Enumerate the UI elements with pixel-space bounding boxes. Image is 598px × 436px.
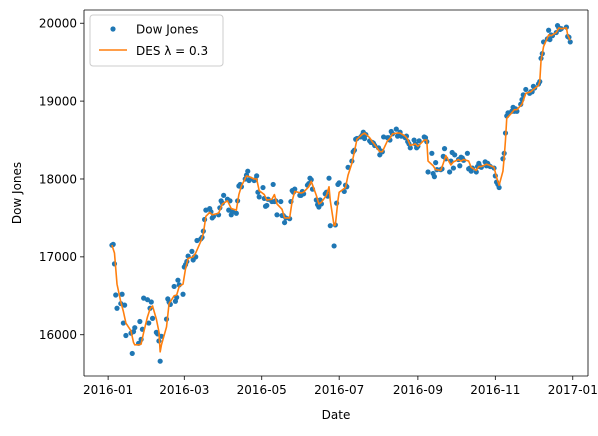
data-point	[546, 27, 552, 33]
legend-label-dow-jones: Dow Jones	[136, 23, 198, 37]
data-point	[221, 192, 227, 198]
x-tick-label: 2016-11	[470, 383, 520, 397]
data-point	[233, 210, 239, 216]
data-point	[473, 169, 479, 175]
data-point	[132, 325, 138, 331]
data-point	[264, 202, 270, 209]
data-point	[452, 152, 458, 158]
data-point	[119, 291, 125, 297]
data-point	[148, 299, 154, 305]
y-tick-label: 20000	[39, 17, 77, 31]
legend: Dow Jones DES λ = 0.3	[89, 14, 224, 67]
data-point	[407, 145, 413, 151]
data-point	[122, 302, 128, 308]
y-axis-label: Dow Jones	[10, 162, 24, 224]
legend-box	[89, 14, 224, 67]
data-point	[464, 150, 470, 156]
data-point	[523, 86, 529, 93]
data-point	[146, 320, 152, 326]
x-tick-label: 2016-09	[393, 383, 443, 397]
data-point	[327, 223, 333, 229]
data-point	[180, 291, 186, 297]
data-point	[393, 126, 399, 132]
data-point	[547, 36, 553, 43]
y-tick-label: 18000	[39, 172, 77, 186]
data-point	[567, 39, 573, 45]
data-point	[245, 168, 251, 174]
data-point	[336, 180, 342, 186]
x-tick-label: 2017-01	[548, 383, 598, 397]
data-point	[144, 297, 151, 303]
data-point	[441, 146, 448, 152]
data-point	[416, 138, 422, 144]
data-point	[114, 305, 120, 311]
y-tick-label: 17000	[39, 250, 77, 264]
data-point	[254, 173, 260, 179]
data-point	[137, 318, 143, 325]
data-point	[450, 165, 457, 171]
data-point	[431, 174, 437, 180]
data-point	[429, 150, 435, 156]
data-point	[278, 198, 284, 205]
data-point	[120, 320, 126, 326]
y-axis-ticks: 16000 17000 18000 19000 20000	[39, 17, 84, 342]
data-point	[496, 184, 502, 191]
data-point	[308, 177, 314, 183]
data-point	[331, 243, 337, 249]
y-tick-label: 19000	[39, 94, 77, 108]
data-point	[256, 194, 262, 200]
data-point	[189, 248, 195, 254]
x-tick-label: 2016-05	[237, 383, 287, 397]
series-layer	[109, 22, 573, 364]
y-tick-label: 16000	[39, 328, 77, 342]
data-point	[149, 315, 156, 321]
data-point	[175, 277, 181, 283]
x-axis-ticks: 2016-01 2016-03 2016-05 2016-07 2016-09 2016-…	[83, 376, 598, 397]
legend-marker-dow-jones	[110, 26, 116, 32]
data-point	[110, 241, 116, 247]
data-point	[171, 283, 177, 290]
data-point	[292, 186, 298, 192]
data-point	[425, 169, 431, 175]
data-point	[270, 181, 276, 188]
x-tick-label: 2016-03	[159, 383, 209, 397]
data-point	[457, 163, 463, 169]
data-point	[123, 332, 129, 339]
data-point	[274, 212, 280, 218]
data-point	[129, 350, 135, 357]
data-point	[113, 292, 119, 298]
x-tick-label: 2016-01	[83, 383, 133, 397]
x-tick-label: 2016-07	[314, 383, 364, 397]
des-smoothing-line	[111, 27, 571, 353]
data-point	[157, 358, 163, 364]
data-point	[260, 184, 266, 191]
data-point	[403, 133, 410, 139]
legend-label-des: DES λ = 0.3	[136, 44, 208, 58]
axes-frame	[83, 9, 589, 377]
data-point	[281, 219, 288, 226]
data-point	[326, 175, 332, 181]
data-point	[433, 160, 439, 166]
x-axis-label: Date	[322, 408, 351, 422]
data-point	[447, 169, 453, 175]
